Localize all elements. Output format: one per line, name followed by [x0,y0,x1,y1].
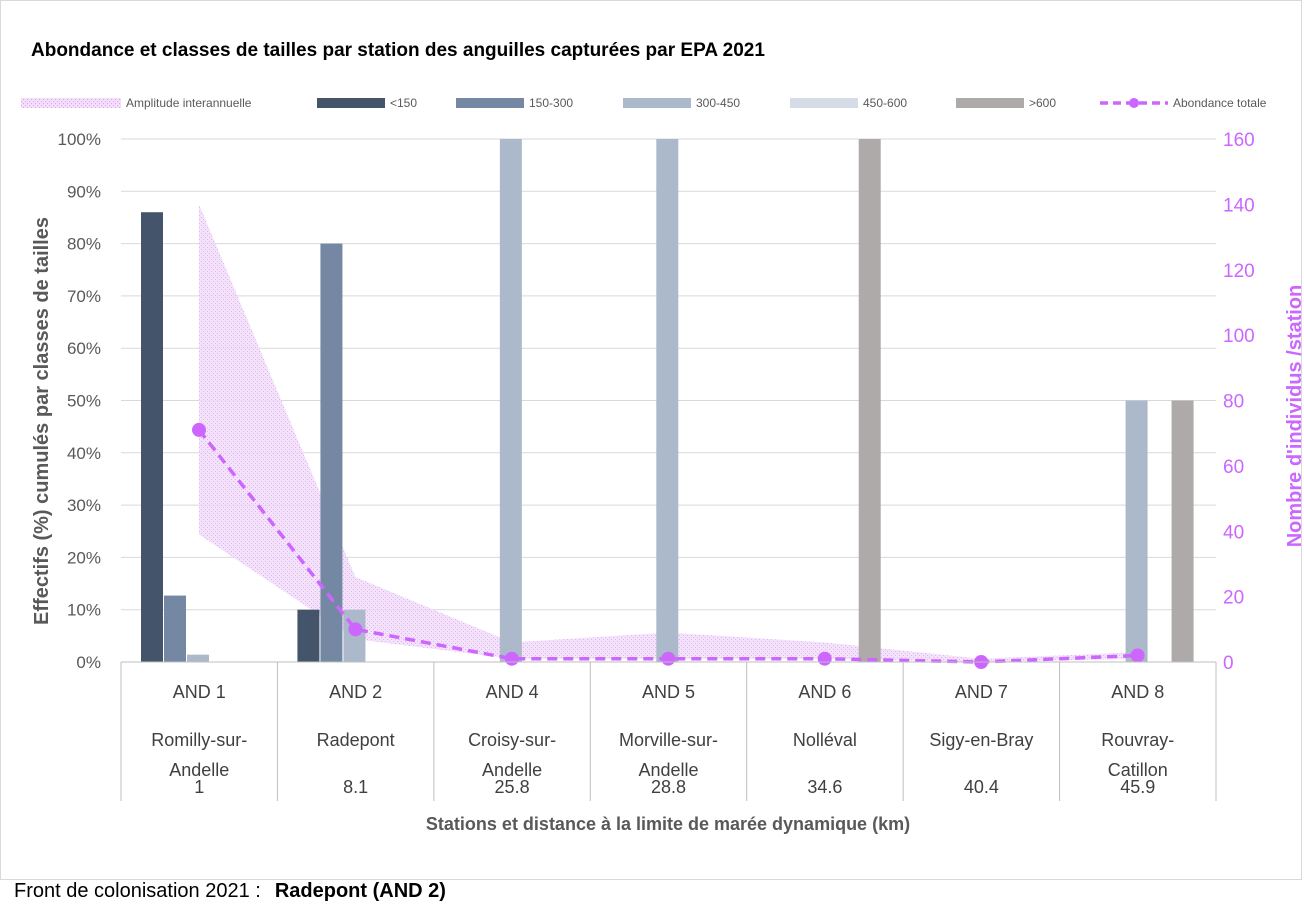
footer-value: Radepont (AND 2) [274,880,446,902]
category-distance: 40.4 [964,777,999,797]
bar [164,595,186,662]
y-left-tick-label: 30% [67,496,101,515]
legend-swatch [21,98,121,108]
category-name: Rouvray- [1101,730,1174,750]
category-code: AND 7 [955,682,1008,702]
y-right-tick-label: 40 [1223,522,1244,543]
y-left-tick-label: 40% [67,444,101,463]
legend-swatch [790,98,858,108]
category-distance: 34.6 [807,777,842,797]
category-code: AND 2 [329,682,382,702]
category-name: Catillon [1108,760,1168,780]
y-right-tick-label: 80 [1223,392,1244,413]
category-code: AND 4 [486,682,539,702]
legend-swatch [956,98,1024,108]
bar [1171,400,1194,662]
category-name: Croisy-sur- [468,730,556,750]
category-name: Andelle [638,760,698,780]
axes: 0% 10% 20% 30% 40% 50% 60% 70% 80% 90% 100% 0 20 40 60… [58,130,1255,674]
legend-marker [1129,98,1139,108]
abondance-point [1130,648,1145,663]
y-left-tick-label: 20% [67,548,101,567]
y-axis-right-title: Nombre d'individus /station [1284,285,1303,548]
category-distance: 28.8 [651,777,686,797]
abondance-point [817,651,832,666]
chart-frame: Abondance et classes de tailles par stat… [0,0,1303,880]
legend-label: 450-600 [863,96,907,110]
abondance-point [348,622,363,637]
x-axis-title: Stations et distance à la limite de maré… [426,814,910,834]
category-distance: 8.1 [343,777,368,797]
legend-swatch [456,98,524,108]
legend-swatch [623,98,691,108]
bar [297,609,320,662]
y-right-tick-label: 100 [1223,326,1255,347]
chart-title: Abondance et classes de tailles par stat… [31,40,765,61]
y-right-tick-label: 160 [1223,130,1255,151]
category-name: Andelle [482,760,542,780]
legend: Amplitude interannuelle <150 150-300 300-45… [21,96,1267,110]
y-left-tick-label: 0% [76,653,101,672]
category-name: Morville-sur- [619,730,718,750]
bars [141,139,1194,662]
footer: Front de colonisation 2021 : Radepont (AN… [14,880,446,903]
y-left-tick-label: 60% [67,339,101,358]
legend-swatch [317,98,385,108]
legend-label: Amplitude interannuelle [126,96,252,110]
category-name: Radepont [317,730,395,750]
bar [499,139,522,662]
y-left-tick-label: 70% [67,287,101,306]
y-left-tick-label: 10% [67,601,101,620]
category-name: Sigy-en-Bray [929,730,1033,750]
y-right-tick-label: 0 [1223,653,1234,674]
y-right-tick-label: 120 [1223,261,1255,282]
abondance-point [504,651,519,666]
bar [141,212,163,662]
legend-label: Abondance totale [1173,96,1267,110]
legend-label: 150-300 [529,96,573,110]
y-axis-left-title: Effectifs (%) cumulés par classes de tai… [31,217,53,625]
y-right-tick-label: 20 [1223,588,1244,609]
y-right-tick-label: 140 [1223,195,1255,216]
abondance-point [192,422,206,437]
category-name: Romilly-sur- [151,730,247,750]
chart: Abondance et classes de tailles par stat… [21,40,1303,834]
category-code: AND 6 [798,682,851,702]
category-name: Nolléval [793,730,857,750]
footer-label: Front de colonisation 2021 : [14,880,261,902]
y-right-tick-label: 60 [1223,457,1244,478]
y-left-tick-label: 90% [67,182,101,201]
legend-label: <150 [390,96,417,110]
legend-label: 300-450 [696,96,740,110]
y-left-tick-label: 80% [67,235,101,254]
category-name: Andelle [169,760,229,780]
category-code: AND 5 [642,682,695,702]
bar [187,654,209,662]
y-left-tick-label: 100% [58,130,101,149]
category-distance: 25.8 [495,777,530,797]
bar [1125,400,1148,662]
category-code: AND 8 [1111,682,1164,702]
bar [656,139,679,662]
category-distance: 1 [194,777,204,797]
bar [858,139,881,662]
category-distance: 45.9 [1120,777,1155,797]
bar [320,243,343,662]
category-code: AND 1 [173,682,226,702]
legend-label: >600 [1029,96,1056,110]
abondance-point [661,651,676,666]
y-left-tick-label: 50% [67,392,101,411]
